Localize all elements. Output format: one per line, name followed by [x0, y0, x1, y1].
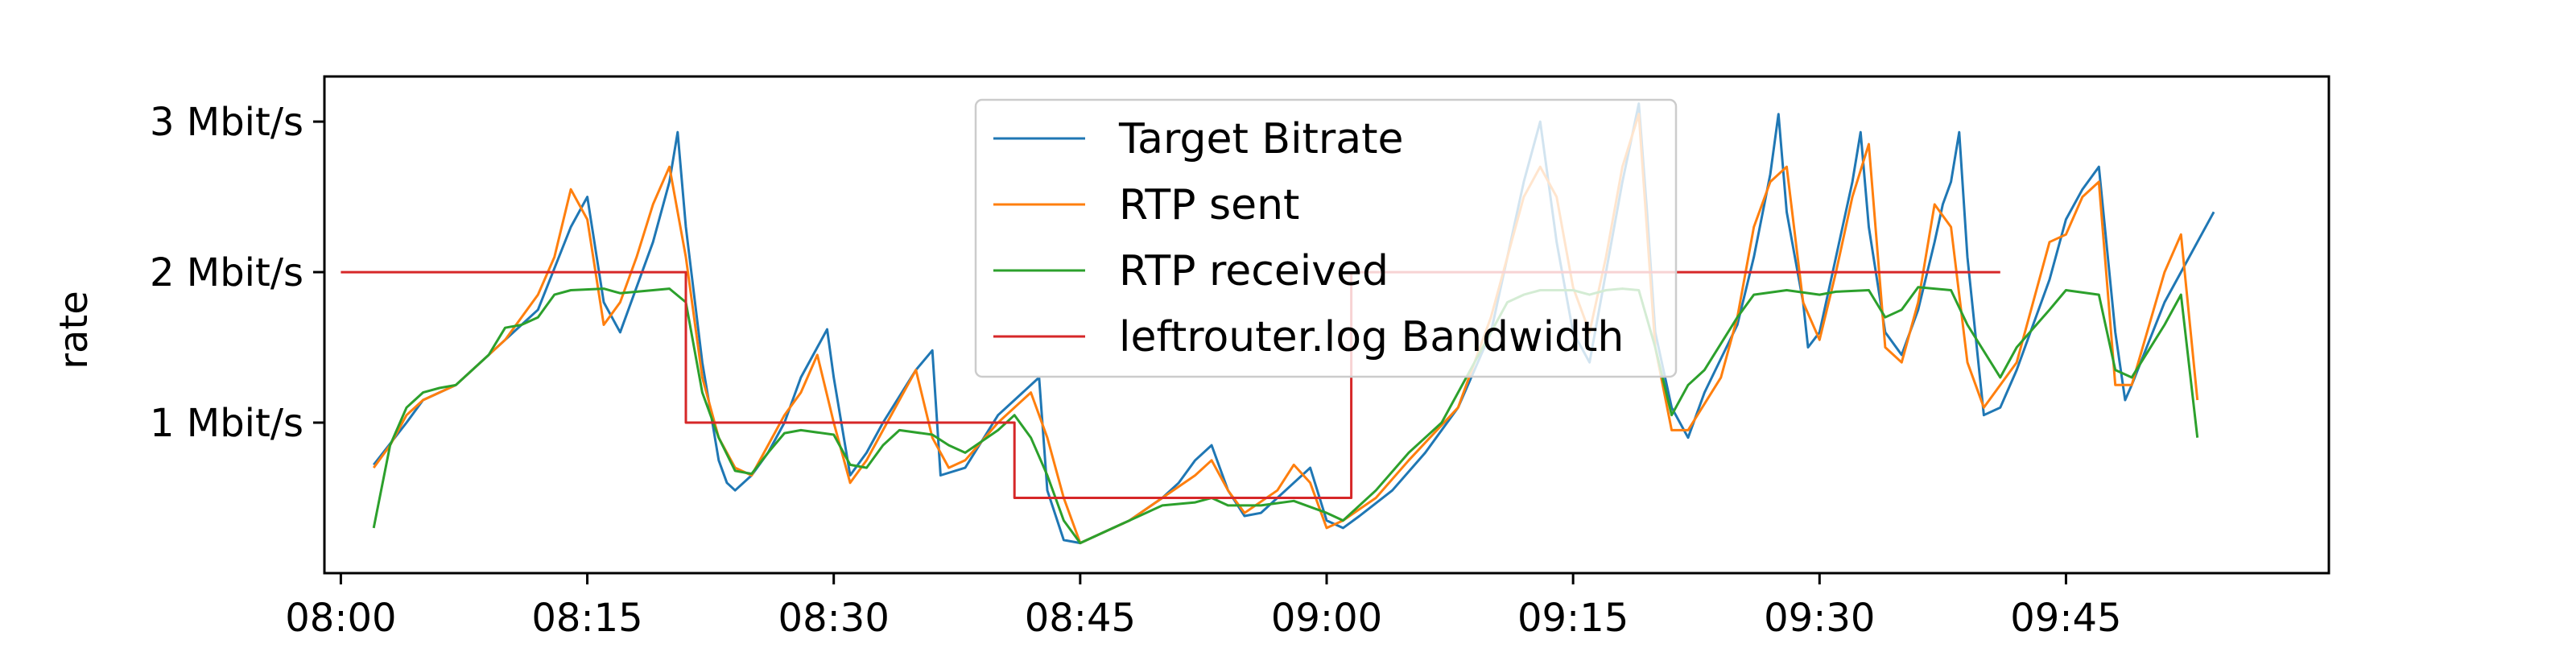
- legend-label-target-bitrate: Target Bitrate: [1118, 115, 1404, 163]
- series-line-rtp-sent: [372, 113, 2199, 545]
- y-tick-label: 1 Mbit/s: [150, 401, 303, 446]
- legend-label-rtp-sent: RTP sent: [1119, 181, 1299, 229]
- x-tick-label: 08:00: [285, 596, 396, 641]
- legend-label-rtp-received: RTP received: [1119, 247, 1389, 295]
- y-tick-label: 2 Mbit/s: [150, 250, 303, 295]
- y-tick-label: 3 Mbit/s: [150, 100, 303, 145]
- series-line-target-bitrate: [373, 102, 2215, 545]
- x-tick-label: 08:45: [1025, 596, 1136, 641]
- y-axis-title: rate: [52, 291, 97, 369]
- series-line-rtp-received: [372, 286, 2199, 545]
- x-tick-label: 09:15: [1517, 596, 1629, 641]
- legend: Target Bitrate RTP sent RTP received leftro…: [974, 98, 1678, 378]
- series-layer: [341, 102, 2215, 545]
- x-tick-label: 08:15: [531, 596, 642, 641]
- axis-layer: 08:00 08:15 08:30 08:45 09:00 09:15 09:30 09:45…: [150, 100, 2122, 641]
- x-tick-label: 09:30: [1764, 596, 1875, 641]
- x-tick-label: 08:30: [778, 596, 890, 641]
- legend-label-leftrouter-log-bandwidth: leftrouter.log Bandwidth: [1119, 313, 1624, 361]
- legend-box: [974, 98, 1678, 378]
- x-tick-label: 09:45: [2010, 596, 2121, 641]
- x-tick-label: 09:00: [1271, 596, 1382, 641]
